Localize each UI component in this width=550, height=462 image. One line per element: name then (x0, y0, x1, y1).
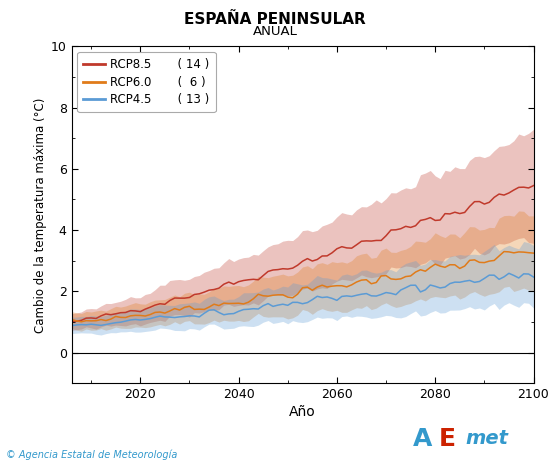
X-axis label: Año: Año (289, 406, 316, 419)
Y-axis label: Cambio de la temperatura máxima (°C): Cambio de la temperatura máxima (°C) (34, 97, 47, 333)
Text: E: E (439, 427, 456, 451)
Text: © Agencia Estatal de Meteorología: © Agencia Estatal de Meteorología (6, 449, 177, 460)
Legend: RCP8.5       ( 14 ), RCP6.0       (  6 ), RCP4.5       ( 13 ): RCP8.5 ( 14 ), RCP6.0 ( 6 ), RCP4.5 ( 13… (78, 52, 216, 112)
Text: ANUAL: ANUAL (252, 25, 298, 38)
Text: met: met (466, 429, 509, 449)
Text: A: A (412, 427, 432, 451)
Text: ESPAÑA PENINSULAR: ESPAÑA PENINSULAR (184, 12, 366, 26)
